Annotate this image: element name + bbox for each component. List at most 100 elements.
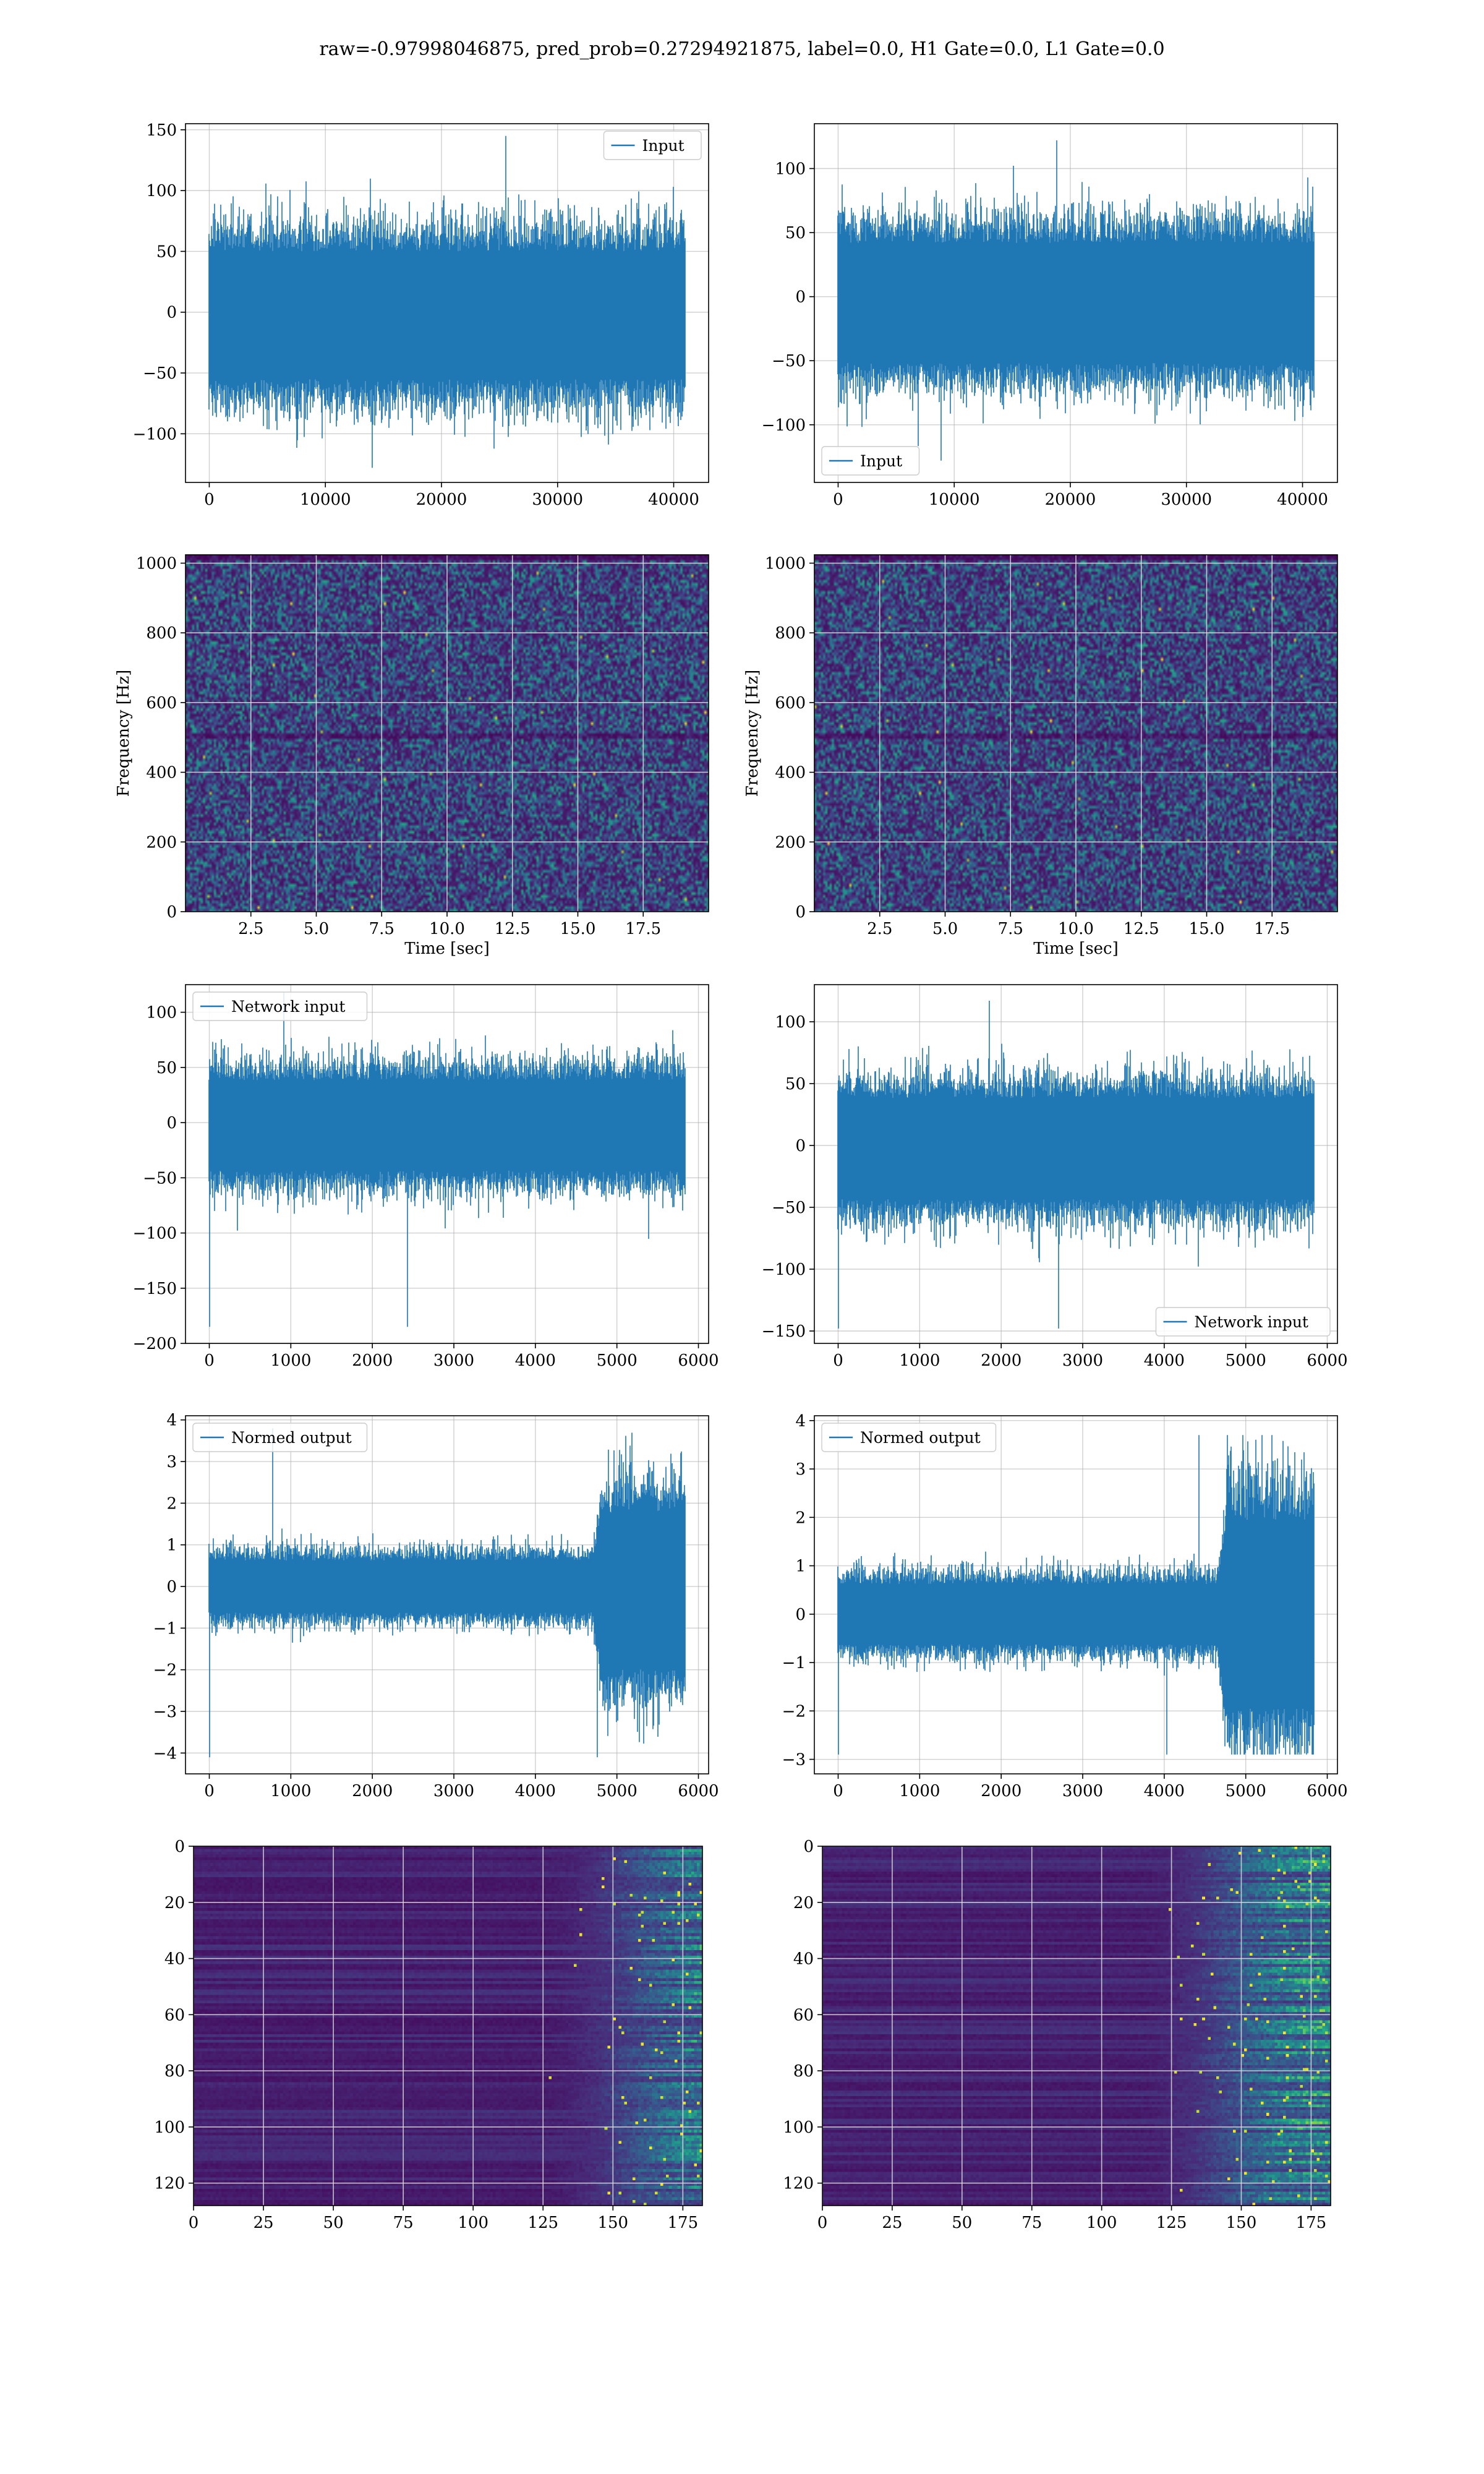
chart-h1-features: 0 25 50 75 100 125 150 175 0 20 40 60 80 100 120	[154, 1838, 703, 2232]
chart-h1-spectrogram: 2.5 5.0 7.5 10.0 12.5 15.0 17.5 0 200 400 600 800 10…	[114, 554, 709, 958]
axes-frame	[814, 984, 1338, 1344]
y-tick-label: 40	[793, 1950, 814, 1969]
legend-label: Normed output	[860, 1429, 981, 1447]
x-tick-label: 50	[323, 2214, 344, 2232]
x-tick-label: 5000	[597, 1782, 638, 1800]
figure-suptitle: raw=-0.97998046875, pred_prob=0.27294921…	[319, 38, 1165, 60]
x-tick-label: 175	[1296, 2214, 1327, 2232]
x-tick-label: 5.0	[304, 920, 329, 938]
x-tick-label: 6000	[678, 1782, 719, 1800]
y-tick-label: 0	[803, 1838, 814, 1856]
x-tick-label: 40000	[648, 490, 699, 509]
x-tick-label: 0	[204, 1782, 215, 1800]
x-tick-label: 30000	[1161, 490, 1212, 509]
x-tick-label: 4000	[1144, 1351, 1185, 1370]
axes-frame	[822, 1846, 1331, 2206]
y-tick-label: 0	[795, 288, 806, 307]
x-tick-label: 2.5	[238, 920, 263, 938]
y-tick-label: −1	[782, 1654, 806, 1672]
legend-box	[821, 446, 920, 476]
x-tick-label: 1000	[899, 1782, 940, 1800]
y-tick-label: −1	[153, 1619, 177, 1638]
y-tick-label: −100	[133, 1225, 177, 1243]
chart-l1-normed-output: 0 1000 2000 3000 4000 5000 6000 −3 −2 −1 0 1 2 3 4 Norm…	[782, 1412, 1348, 1800]
x-tick-label: 4000	[515, 1351, 556, 1370]
chart-l1-features: 0 25 50 75 100 125 150 175 0 20 40 60 80 100 120	[783, 1838, 1331, 2232]
y-tick-label: −150	[133, 1280, 177, 1298]
y-tick-label: 0	[166, 903, 177, 922]
chart-h1-network-input: 0 1000 2000 3000 4000 5000 6000−200−150−100−50…	[133, 984, 719, 1370]
legend-box	[192, 1423, 368, 1452]
y-tick-label: 0	[795, 1606, 806, 1624]
y-tick-label: 600	[775, 694, 806, 713]
x-tick-label: 25	[254, 2214, 274, 2232]
series-line	[208, 1428, 686, 1758]
axes-frame	[185, 123, 709, 483]
x-tick-label: 10.0	[429, 920, 465, 938]
y-tick-label: 2	[166, 1494, 177, 1513]
y-tick-label: −200	[133, 1335, 177, 1353]
legend-box	[192, 991, 368, 1021]
y-axis-label: Frequency [Hz]	[114, 670, 133, 797]
x-axis-label: Time [sec]	[1033, 940, 1119, 958]
x-tick-label: 2000	[981, 1782, 1021, 1800]
y-tick-label: 800	[146, 624, 177, 643]
x-tick-label: 150	[1226, 2214, 1257, 2232]
y-tick-label: 150	[146, 121, 177, 140]
y-tick-label: 2	[795, 1509, 806, 1527]
y-tick-label: 3	[795, 1460, 806, 1479]
y-tick-label: −100	[762, 416, 806, 435]
x-tick-label: 10.0	[1058, 920, 1094, 938]
legend-label: Normed output	[231, 1429, 352, 1447]
x-tick-label: 7.5	[369, 920, 394, 938]
y-tick-label: 60	[793, 2006, 814, 2024]
x-tick-label: 12.5	[495, 920, 531, 938]
x-tick-label: 20000	[416, 490, 467, 509]
x-tick-label: 15.0	[1189, 920, 1225, 938]
y-tick-label: −3	[153, 1703, 177, 1721]
x-tick-label: 12.5	[1124, 920, 1159, 938]
axes-frame	[814, 123, 1338, 483]
y-tick-label: −50	[772, 1199, 806, 1217]
y-tick-label: 1	[795, 1557, 806, 1576]
legend: Network input	[192, 991, 368, 1021]
series-line	[208, 135, 686, 468]
x-tick-label: 1000	[899, 1351, 940, 1370]
x-tick-label: 4000	[515, 1782, 556, 1800]
x-tick-label: 1000	[270, 1782, 311, 1800]
y-tick-label: 0	[166, 1578, 177, 1596]
chart-l1-input: 0 10000 20000 30000 40000 −100 −50 0 50 100 Input	[762, 123, 1338, 509]
series-line	[837, 1435, 1315, 1755]
y-tick-label: 3	[166, 1453, 177, 1471]
legend: Input	[821, 446, 920, 476]
y-tick-label: 120	[154, 2175, 185, 2193]
axes-frame	[185, 984, 709, 1344]
x-tick-label: 3000	[433, 1351, 474, 1370]
x-tick-label: 10000	[929, 490, 980, 509]
x-tick-label: 75	[393, 2214, 414, 2232]
x-tick-label: 5.0	[932, 920, 958, 938]
y-tick-label: 100	[775, 160, 806, 179]
y-tick-label: 100	[146, 182, 177, 200]
x-tick-label: 0	[833, 1351, 843, 1370]
series-line	[837, 1001, 1315, 1329]
y-tick-label: −2	[782, 1702, 806, 1721]
y-tick-label: 0	[795, 1137, 806, 1155]
x-tick-label: 40000	[1277, 490, 1328, 509]
heatmap-image	[194, 1846, 702, 2206]
x-tick-label: 6000	[1307, 1782, 1347, 1800]
y-tick-label: 100	[146, 1004, 177, 1022]
legend: Input	[603, 131, 702, 160]
y-tick-label: 20	[793, 1894, 814, 1912]
y-tick-label: −150	[762, 1322, 806, 1341]
x-tick-label: 0	[817, 2214, 828, 2232]
x-tick-label: 30000	[532, 490, 583, 509]
legend-label: Input	[642, 137, 684, 155]
series-line	[837, 140, 1315, 461]
chart-l1-network-input: 0 1000 2000 3000 4000 5000 6000 −150 −100 −50 0 50 1…	[762, 984, 1348, 1370]
y-tick-label: 60	[164, 2006, 185, 2024]
chart-l1-spectrogram: 2.5 5.0 7.5 10.0 12.5 15.0 17.5 0 200 400 600 800 10…	[743, 554, 1338, 958]
chart-h1-normed-output: 0 1000 2000 3000 4000 5000 6000 −4 −3 −2 −1 0 1 2 3 4 No…	[153, 1411, 719, 1800]
y-tick-label: 0	[795, 903, 806, 922]
x-tick-label: 4000	[1144, 1782, 1185, 1800]
